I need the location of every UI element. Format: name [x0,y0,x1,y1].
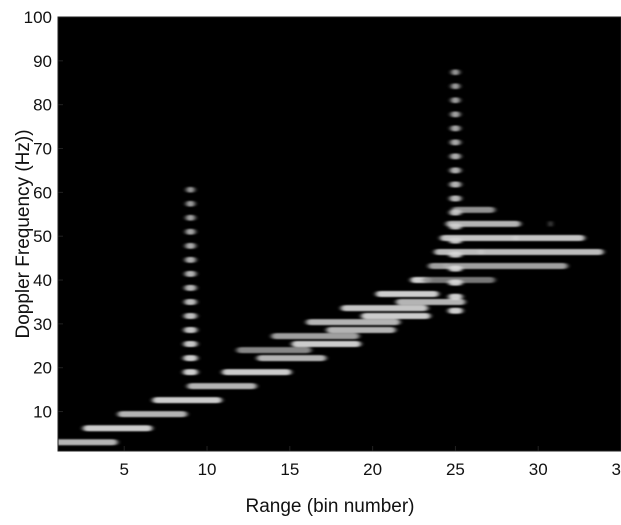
heatmap-band [449,195,462,202]
heatmap-band [184,312,197,319]
y-tick-label: 40 [33,271,52,290]
heatmap-band [184,270,197,277]
heatmap-band [291,341,362,348]
heatmap-band [448,237,462,244]
y-tick-label: 80 [33,96,52,115]
heatmap-band [117,411,188,418]
heatmap-band [449,167,461,174]
heatmap-intensity-layer [58,69,604,446]
heatmap-band [428,263,568,270]
y-tick-label: 90 [33,52,52,71]
heatmap-band [58,439,118,446]
heatmap-band [185,200,195,207]
heatmap-band [450,125,461,132]
heatmap-band [450,111,461,118]
heatmap-band [183,327,198,334]
heatmap-band [183,341,198,348]
heatmap-band [447,307,463,314]
heatmap-band [221,369,292,376]
heatmap-band [187,383,257,390]
heatmap-band [448,279,463,286]
heatmap-band [434,248,604,255]
x-tick-label: 35 [612,460,621,479]
heatmap-band [185,214,196,221]
heatmap-band [549,220,552,227]
heatmap-band [448,265,463,272]
x-axis-ticks: 5 10 15 20 25 30 35 [120,446,621,479]
heatmap-band [450,153,461,160]
y-tick-label: 50 [33,227,52,246]
y-axis-label: Doppler Frequency (Hz)) [13,129,34,338]
plot-frame [57,16,621,452]
heatmap-band [448,293,463,300]
x-tick-label: 25 [446,460,465,479]
heatmap-band [445,220,521,227]
heatmap-band [451,69,460,76]
heatmap-band [256,355,327,362]
heatmap-band [183,369,198,376]
y-axis-ticks: 10 20 30 40 50 60 70 80 90 100 [24,8,63,422]
heatmap-band [439,234,585,241]
heatmap-band [451,206,496,213]
x-tick-label: 20 [363,460,382,479]
heatmap-band [184,256,196,263]
heatmap-band [450,97,461,104]
heatmap-band [236,347,312,354]
heatmap-band [449,181,462,188]
heatmap-band [183,355,198,362]
y-tick-label: 20 [33,359,52,378]
heatmap-band [340,305,429,312]
heatmap-band [184,298,197,305]
heatmap-band [449,223,462,230]
heatmap-band [152,397,222,404]
plot-background [58,17,621,451]
heatmap-band [375,291,439,298]
x-tick-label: 10 [198,460,217,479]
heatmap-band [185,228,196,235]
x-tick-label: 15 [280,460,299,479]
heatmap-band [271,333,360,340]
heatmap-band [361,312,431,319]
heatmap-band [82,425,153,432]
heatmap-band [450,83,460,90]
x-tick-label: 30 [529,460,548,479]
y-tick-label: 10 [33,403,52,422]
y-tick-label: 100 [24,8,52,27]
heatmap-band [395,298,466,305]
heatmap-band [306,319,401,326]
x-axis-label: Range (bin number) [246,496,415,517]
heatmap-band [326,327,396,334]
heatmap-band [449,209,462,216]
heatmap-band [184,284,197,291]
heatmap-band [185,242,196,249]
y-tick-label: 30 [33,315,52,334]
x-tick-label: 5 [120,460,129,479]
heatmap-band [186,186,195,193]
heatmap-band [448,251,463,258]
y-tick-label: 70 [33,140,52,159]
y-tick-label: 60 [33,183,52,202]
heatmap-band [450,139,461,146]
